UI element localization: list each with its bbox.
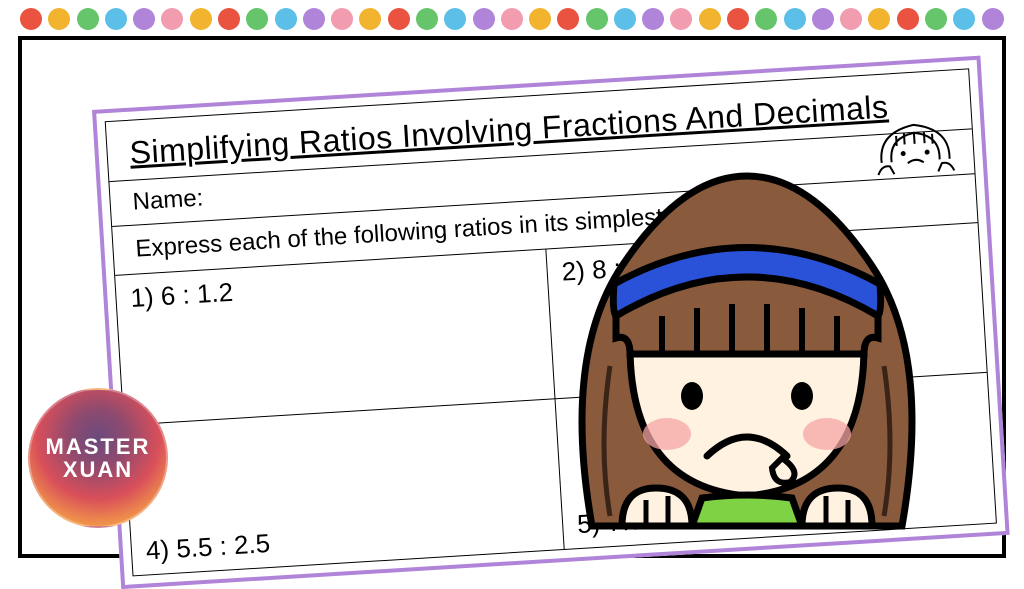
decorative-dot — [359, 8, 381, 30]
decorative-dot — [784, 8, 806, 30]
decorative-dot — [331, 8, 353, 30]
decorative-dot — [388, 8, 410, 30]
decorative-dot — [557, 8, 579, 30]
decorative-dot — [20, 8, 42, 30]
decorative-dot — [77, 8, 99, 30]
decorative-dot — [953, 8, 975, 30]
decorative-dot — [303, 8, 325, 30]
logo-line-2: XUAN — [46, 458, 151, 481]
decorative-dot — [501, 8, 523, 30]
decorative-dot — [642, 8, 664, 30]
decorative-dot — [529, 8, 551, 30]
decorative-dot — [614, 8, 636, 30]
name-label: Name: — [132, 184, 204, 215]
worksheet-cell-1: 1) 6 : 1.2 — [115, 250, 555, 426]
girl-character-icon — [552, 156, 942, 536]
decorative-dot — [925, 8, 947, 30]
decorative-dot — [897, 8, 919, 30]
decorative-dot — [586, 8, 608, 30]
decorative-dot — [444, 8, 466, 30]
decorative-dot — [275, 8, 297, 30]
decorative-dot — [105, 8, 127, 30]
decorative-dot — [218, 8, 240, 30]
decorative-dot — [670, 8, 692, 30]
outer-frame: Simplifying Ratios Involving Fractions A… — [18, 36, 1006, 558]
decorative-dot — [699, 8, 721, 30]
decorative-dot — [190, 8, 212, 30]
decorative-dot — [982, 8, 1004, 30]
decorative-dot — [840, 8, 862, 30]
decorative-dot — [473, 8, 495, 30]
cell-3-bottom-text: 4) 5.5 : 2.5 — [145, 528, 271, 567]
decorative-dot — [812, 8, 834, 30]
decorative-dot — [416, 8, 438, 30]
decorative-dot — [727, 8, 749, 30]
decorative-dot — [755, 8, 777, 30]
cell-1-text: 1) 6 : 1.2 — [130, 277, 234, 313]
decorative-dot — [868, 8, 890, 30]
worksheet-cell-3: 4) 5.5 : 2.5 — [124, 399, 564, 575]
decorative-dot — [246, 8, 268, 30]
decorative-dot — [133, 8, 155, 30]
logo-line-1: MASTER — [46, 435, 151, 458]
decorative-dot — [48, 8, 70, 30]
decorative-dots-row — [20, 6, 1004, 32]
decorative-dot — [161, 8, 183, 30]
brand-logo: MASTER XUAN — [28, 388, 168, 528]
